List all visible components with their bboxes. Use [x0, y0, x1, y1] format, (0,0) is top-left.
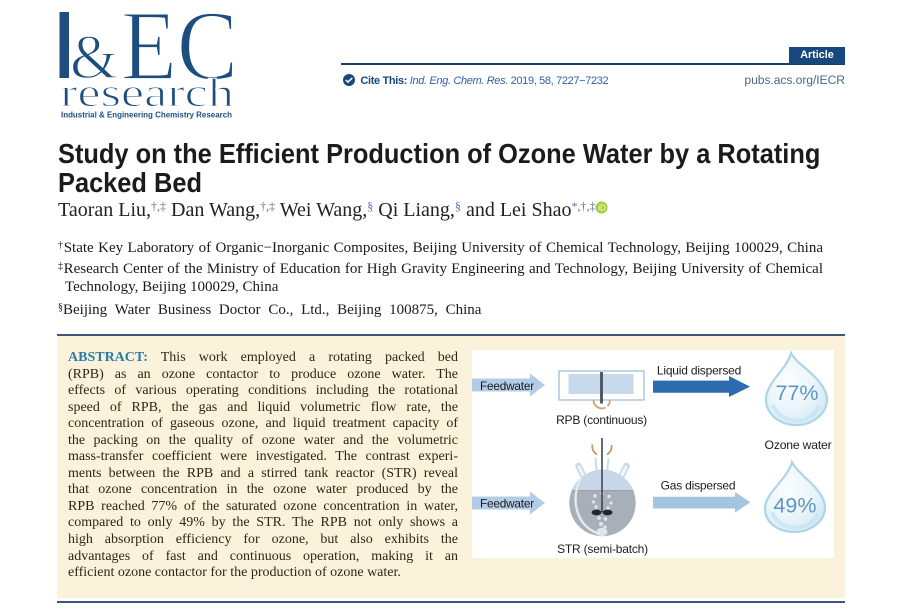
svg-text:research: research — [60, 70, 233, 115]
svg-text:Industrial & Engineering Chemi: Industrial & Engineering Chemistry Resea… — [61, 110, 232, 120]
svg-text:EC: EC — [121, 10, 233, 101]
svg-text:STR (semi-batch): STR (semi-batch) — [557, 542, 648, 556]
svg-text:49%: 49% — [773, 494, 816, 518]
svg-text:RPB (continuous): RPB (continuous) — [556, 413, 647, 427]
svg-text:Gas dispersed: Gas dispersed — [661, 479, 736, 493]
svg-text:&: & — [70, 24, 118, 92]
svg-text:77%: 77% — [775, 381, 818, 405]
svg-text:Liquid dispersed: Liquid dispersed — [657, 364, 741, 378]
svg-text:Feedwater: Feedwater — [480, 497, 534, 511]
svg-text:Ozone water: Ozone water — [765, 438, 832, 452]
svg-text:iD: iD — [599, 204, 607, 213]
svg-text:Feedwater: Feedwater — [480, 379, 534, 393]
